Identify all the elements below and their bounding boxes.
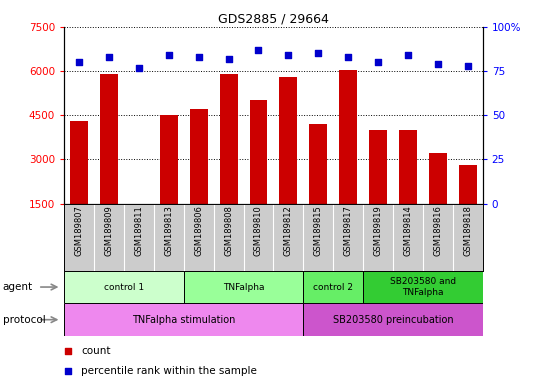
Title: GDS2885 / 29664: GDS2885 / 29664	[218, 13, 329, 26]
Text: percentile rank within the sample: percentile rank within the sample	[81, 366, 257, 376]
Bar	[280, 77, 297, 204]
Text: agent: agent	[3, 282, 33, 292]
Text: GSM189819: GSM189819	[373, 205, 383, 256]
Point	[165, 52, 174, 58]
Point	[434, 61, 442, 67]
Point	[134, 65, 143, 71]
Text: GSM189808: GSM189808	[224, 205, 233, 257]
Text: control 2: control 2	[313, 283, 353, 291]
Bar	[100, 74, 118, 204]
Point	[344, 54, 353, 60]
Text: SB203580 and
TNFalpha: SB203580 and TNFalpha	[390, 277, 456, 297]
Text: GSM189817: GSM189817	[344, 205, 353, 257]
Text: GSM189816: GSM189816	[434, 205, 442, 257]
Bar	[190, 109, 208, 204]
Point	[224, 56, 233, 62]
Text: GSM189813: GSM189813	[164, 205, 174, 257]
Text: GSM189814: GSM189814	[403, 205, 412, 256]
Bar	[363, 271, 483, 303]
Point	[104, 54, 113, 60]
Bar	[64, 271, 184, 303]
Bar	[64, 303, 304, 336]
Text: GSM189809: GSM189809	[104, 205, 113, 256]
Text: control 1: control 1	[104, 283, 144, 291]
Bar	[309, 124, 327, 204]
Point	[284, 52, 293, 58]
Point	[403, 52, 412, 58]
Text: protocol: protocol	[3, 314, 46, 325]
Text: TNFalpha stimulation: TNFalpha stimulation	[132, 314, 235, 325]
Text: GSM189815: GSM189815	[314, 205, 323, 256]
Text: GSM189810: GSM189810	[254, 205, 263, 256]
Text: SB203580 preincubation: SB203580 preincubation	[333, 314, 453, 325]
Point	[374, 59, 383, 65]
Bar	[429, 154, 447, 204]
Text: GSM189818: GSM189818	[463, 205, 472, 257]
Bar	[304, 271, 363, 303]
Bar	[249, 101, 267, 204]
Text: GSM189812: GSM189812	[284, 205, 293, 256]
Bar	[339, 70, 357, 204]
Bar	[399, 130, 417, 204]
Point	[314, 50, 323, 56]
Text: GSM189806: GSM189806	[194, 205, 203, 257]
Text: GSM189807: GSM189807	[75, 205, 84, 257]
Point	[194, 54, 203, 60]
Text: count: count	[81, 346, 110, 356]
Point	[254, 47, 263, 53]
Point	[463, 63, 472, 69]
Bar	[220, 74, 238, 204]
Bar	[369, 130, 387, 204]
Point	[307, 271, 316, 277]
Bar	[70, 121, 88, 204]
Bar	[160, 115, 178, 204]
Bar	[184, 271, 304, 303]
Point	[75, 59, 84, 65]
Text: TNFalpha: TNFalpha	[223, 283, 264, 291]
Bar	[459, 165, 477, 204]
Point	[307, 96, 316, 102]
Bar	[304, 303, 483, 336]
Bar	[130, 204, 148, 205]
Text: GSM189811: GSM189811	[134, 205, 143, 256]
